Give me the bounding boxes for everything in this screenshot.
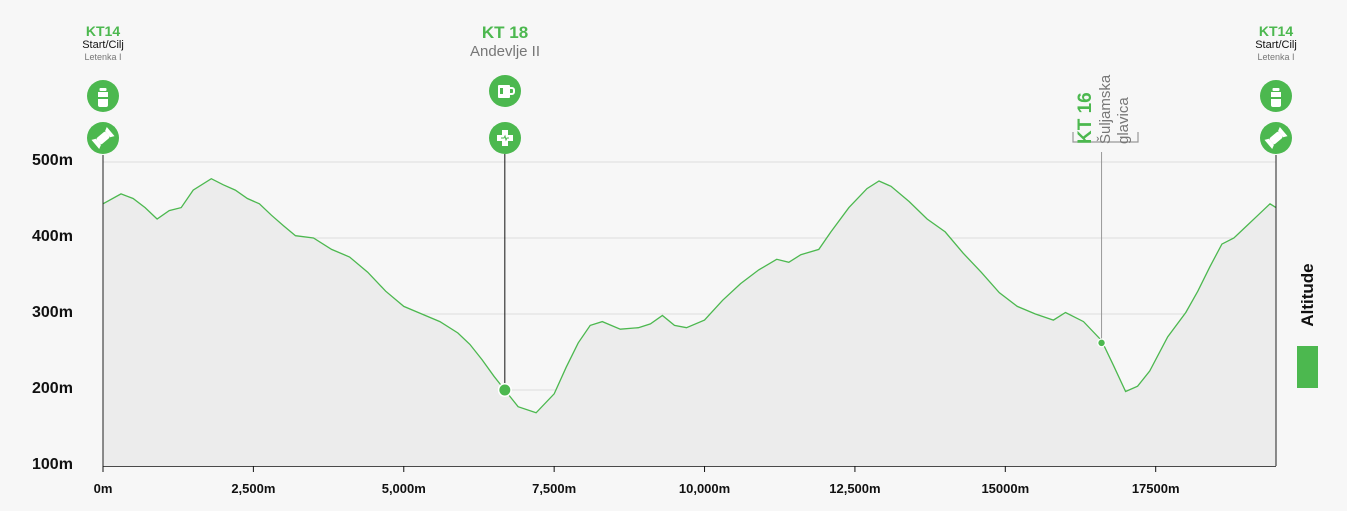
legend-label: Altitude — [1298, 263, 1317, 327]
checkpoint-end-sub: Letenka I — [1257, 52, 1295, 62]
checkpoint-start-name: Start/Cilj — [82, 39, 124, 51]
checkpoint-start-code: KT14 — [85, 23, 121, 39]
y-tick-label: 300m — [32, 304, 73, 321]
elevation-area — [103, 178, 1276, 466]
checkpoint-kt16-code: KT 16 — [1075, 92, 1096, 144]
energy-bar-icon — [87, 122, 119, 154]
x-tick-label: 15000m — [981, 481, 1030, 496]
checkpoint-end-code: KT14 — [1258, 23, 1294, 39]
checkpoint-end-label: KT14 Start/Cilj Letenka I — [1255, 23, 1297, 63]
x-tick-label: 12,500m — [829, 481, 881, 496]
checkpoint-kt16-label: KT 16 Šuljamska glavica — [1072, 74, 1139, 144]
drink-cup-icon — [489, 75, 521, 107]
y-tick-label: 100m — [32, 456, 73, 473]
checkpoint-kt16-sub-line1: Šuljamska — [1097, 74, 1114, 144]
checkpoint-kt16-sub-line2: glavica — [1115, 97, 1132, 144]
x-tick-label: 17500m — [1131, 481, 1180, 496]
kt16-point — [1098, 339, 1105, 347]
water-bottle-icon — [1260, 80, 1292, 112]
y-tick-label: 400m — [32, 228, 73, 245]
checkpoint-end-name: Start/Cilj — [1255, 39, 1297, 51]
x-tick-label: 10,000m — [678, 481, 731, 496]
y-tick-label: 500m — [32, 152, 73, 169]
checkpoint-kt18-label: KT 18 Andevlje II — [470, 23, 540, 61]
checkpoint-kt18-code: KT 18 — [481, 23, 529, 42]
energy-bar-icon — [1260, 122, 1292, 154]
checkpoint-start-label: KT14 Start/Cilj Letenka I — [82, 23, 124, 63]
checkpoint-kt18-sub: Andevlje II — [469, 43, 541, 60]
y-tick-label: 200m — [32, 380, 73, 397]
legend-swatch — [1297, 346, 1318, 388]
water-bottle-icon — [87, 80, 119, 112]
x-tick-label: 7,500m — [532, 481, 577, 496]
x-tick-label: 2,500m — [231, 481, 276, 496]
kt18-point — [499, 384, 511, 396]
x-tick-label: 5,000m — [381, 481, 426, 496]
checkpoint-start-sub: Letenka I — [84, 52, 122, 62]
elevation-line — [102, 177, 1277, 414]
x-tick-label: 0m — [93, 481, 113, 496]
first-aid-icon — [489, 122, 521, 154]
